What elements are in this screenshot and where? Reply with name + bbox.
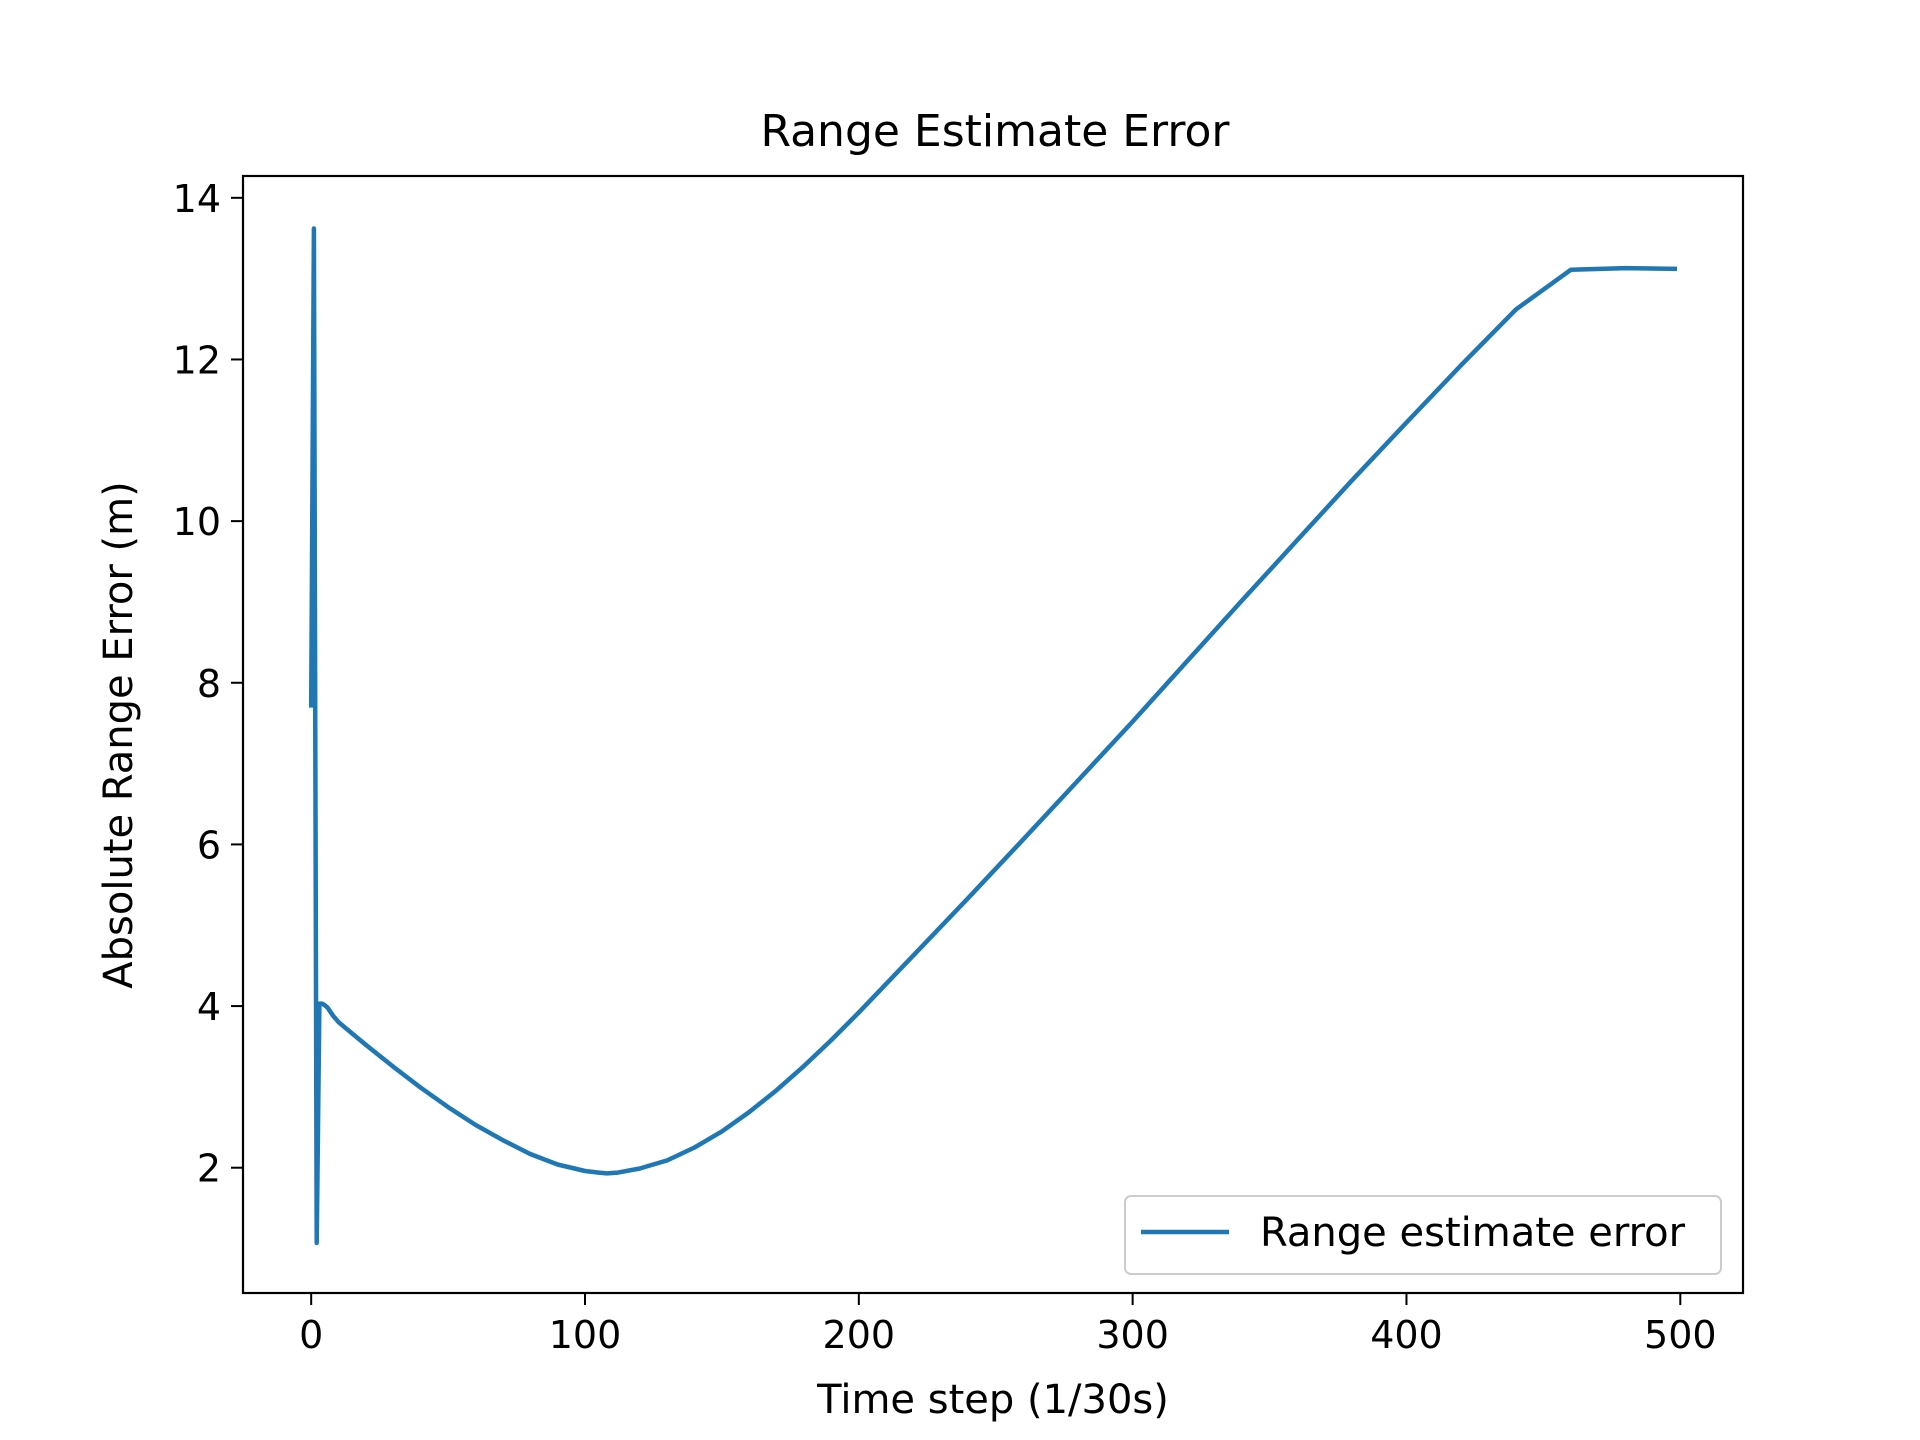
legend-label: Range estimate error xyxy=(1260,1210,1686,1256)
x-axis-ticks: 0 100 200 300 400 500 xyxy=(299,1293,1717,1357)
x-tick-label: 400 xyxy=(1370,1313,1443,1357)
x-tick-label: 300 xyxy=(1096,1313,1169,1357)
x-tick-label: 500 xyxy=(1644,1313,1717,1357)
y-tick-label: 12 xyxy=(173,338,221,382)
legend: Range estimate error xyxy=(1124,1195,1722,1275)
y-tick-label: 14 xyxy=(173,177,221,221)
y-axis-label: Absolute Range Error (m) xyxy=(96,481,142,988)
plot-frame xyxy=(241,174,1745,1295)
y-tick-label: 10 xyxy=(173,500,221,544)
series-layer xyxy=(308,226,1678,1246)
y-tick-label: 2 xyxy=(197,1147,221,1191)
x-tick-label: 100 xyxy=(549,1313,622,1357)
x-tick-label: 0 xyxy=(299,1313,323,1357)
x-axis-label: Time step (1/30s) xyxy=(816,1377,1169,1423)
y-axis-ticks: 2 4 6 8 10 12 14 xyxy=(173,177,243,1191)
y-tick-label: 8 xyxy=(197,662,221,706)
y-tick-label: 6 xyxy=(197,823,221,867)
series-line-0 xyxy=(308,226,1678,1246)
x-tick-label: 200 xyxy=(823,1313,896,1357)
chart-title: Range Estimate Error xyxy=(760,106,1230,157)
y-tick-label: 4 xyxy=(197,985,221,1029)
legend-box xyxy=(1124,1195,1722,1275)
